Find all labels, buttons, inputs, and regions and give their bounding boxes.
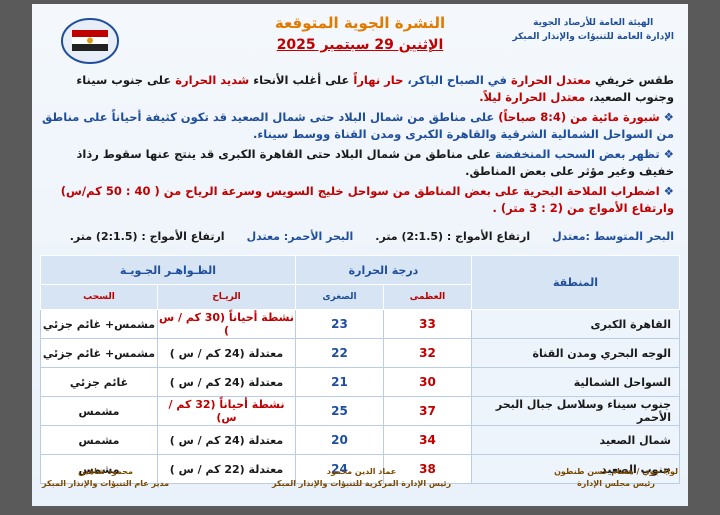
signer-role: رئيس مجلس الإدارة: [577, 479, 655, 488]
wind: معتدلة (22 كم / س ): [157, 454, 296, 484]
region: جنوب سيناء وسلاسل جبال البحر الأحمر: [471, 396, 680, 426]
sea-state: البحر المتوسط :معتدل ارتفاع الأمواج : (2:…: [42, 230, 674, 243]
wind: نشطة أحياناً (32 كم / س): [157, 396, 296, 426]
table-row: الوجه البحري ومدن القناة 32 22 معتدلة (24 ك…: [40, 338, 680, 368]
wind: معتدلة (24 كم / س ): [157, 338, 296, 368]
table-row: السواحل الشمالية 30 21 معتدلة (24 كم / س ) غ…: [40, 367, 680, 397]
sea-name: البحر المتوسط :معتدل: [552, 230, 674, 243]
text-segment: على مناطق من شمال البلاد حتى شمال الصعيد…: [42, 110, 674, 141]
min-temp: 24: [295, 454, 384, 484]
text-segment: اضطراب الملاحة البحرية على بعض المناطق م…: [60, 184, 674, 215]
clouds: مشمس: [40, 396, 158, 426]
text-segment: شبورة مائية من (8:4 صباحاً): [498, 110, 660, 124]
organization: الهيئة العامة للأرصاد الجوية الإدارة الع…: [512, 16, 674, 44]
max-temp: 30: [383, 367, 472, 397]
text-segment: شديد الحرارة: [175, 73, 250, 87]
table-row: جنوب الصعيد 38 24 معتدلة (22 كم / س ) مشمس: [40, 454, 680, 484]
header-phenomena: الظـواهـر الجـويـة: [40, 255, 296, 285]
max-temp: 33: [383, 309, 472, 339]
clouds: مشمس+ غائم جزئي: [40, 309, 158, 339]
signer-role: رئيس الإدارة المركزية للتنبؤات والإنذار …: [272, 479, 452, 488]
paragraph: تظهر بعض السحب المنخفضة على مناطق من شما…: [42, 146, 674, 180]
text-segment: في الصباح الباكر،: [403, 73, 511, 87]
bulletin: الهيئة العامة للأرصاد الجوية الإدارة الع…: [32, 4, 688, 506]
header-region: المنطقة: [471, 255, 680, 310]
table-body: القاهرة الكبرى 33 23 نشطة أحياناً (30 كم / …: [40, 309, 680, 484]
signer-name: محمود شاهين: [78, 467, 133, 476]
max-temp: 38: [383, 454, 472, 484]
paragraph: طقس خريفي معتدل الحرارة في الصباح الباكر…: [42, 72, 674, 106]
table-row: جنوب سيناء وسلاسل جبال البحر الأحمر 37 25 ن…: [40, 396, 680, 426]
table-row: القاهرة الكبرى 33 23 نشطة أحياناً (30 كم / …: [40, 309, 680, 339]
text-segment: على مناطق من شمال البلاد حتى القاهرة الك…: [76, 147, 674, 178]
min-temp: 22: [295, 338, 384, 368]
max-temp: 34: [383, 425, 472, 455]
forecast-table: المنطقة درجة الحرارة الظـواهـر الجـويـة …: [40, 255, 680, 484]
forecast-text: طقس خريفي معتدل الحرارة في الصباح الباكر…: [42, 72, 674, 220]
signature: محمود شاهين مدير عام التنبؤات والإنذار ال…: [42, 466, 169, 490]
signature: لواء جوي / هشام حسن طنطون رئيس مجلس الإدا…: [554, 466, 678, 490]
header-min: الصغرى: [295, 284, 384, 310]
clouds: مشمس: [40, 454, 158, 484]
signer-name: عماد الدين محمود: [326, 467, 397, 476]
text-segment: معتدل الحرارة ليلاً.: [479, 90, 586, 104]
region: الوجه البحري ومدن القناة: [471, 338, 680, 368]
text-segment: حار نهاراً: [353, 73, 404, 87]
text-segment: على أغلب الأنحاء: [249, 73, 354, 87]
max-temp: 37: [383, 396, 472, 426]
wave-height: ارتفاع الأمواج : (2:1.5) متر.: [375, 230, 531, 243]
clouds: مشمس+ غائم جزئي: [40, 338, 158, 368]
min-temp: 23: [295, 309, 384, 339]
wind: نشطة أحياناً (30 كم / س ): [157, 309, 296, 339]
region: القاهرة الكبرى: [471, 309, 680, 339]
text-segment: طقس خريفي: [590, 73, 674, 87]
text-segment: معتدل الحرارة: [510, 73, 591, 87]
wind: معتدلة (24 كم / س ): [157, 367, 296, 397]
org-name: الهيئة العامة للأرصاد الجوية: [533, 18, 654, 28]
signer-name: لواء جوي / هشام حسن طنطون: [554, 467, 678, 476]
paragraph: اضطراب الملاحة البحرية على بعض المناطق م…: [42, 183, 674, 217]
text-segment: على جنوب سيناء وجنوب الصعيد،: [76, 73, 674, 104]
table-row: شمال الصعيد 34 20 معتدلة (24 كم / س ) مشمس: [40, 425, 680, 455]
signature: عماد الدين محمود رئيس الإدارة المركزية لل…: [272, 466, 451, 490]
sea-name: البحر الأحمر: معتدل: [246, 230, 354, 243]
region: السواحل الشمالية: [471, 367, 680, 397]
header-temperature: درجة الحرارة: [295, 255, 472, 285]
region: شمال الصعيد: [471, 425, 680, 455]
max-temp: 32: [383, 338, 472, 368]
paragraph: شبورة مائية من (8:4 صباحاً) على مناطق من…: [42, 109, 674, 143]
header-wind: الريـاح: [157, 284, 296, 310]
text-segment: تظهر بعض السحب المنخفضة: [494, 147, 660, 161]
title-block: النشرة الجوية المتوقعة الإثنين 29 سبتمبر…: [32, 12, 688, 56]
signatures: لواء جوي / هشام حسن طنطون رئيس مجلس الإدا…: [42, 466, 678, 490]
wind: معتدلة (24 كم / س ): [157, 425, 296, 455]
header-clouds: السحب: [40, 284, 158, 310]
min-temp: 25: [295, 396, 384, 426]
clouds: مشمس: [40, 425, 158, 455]
min-temp: 21: [295, 367, 384, 397]
logo: [61, 18, 119, 64]
wave-height: ارتفاع الأمواج : (2:1.5) متر.: [69, 230, 225, 243]
title: النشرة الجوية المتوقعة: [274, 14, 446, 32]
region: جنوب الصعيد: [471, 454, 680, 484]
date: الإثنين 29 سبتمبر 2025: [276, 37, 444, 53]
clouds: غائم جزئي: [40, 367, 158, 397]
header-max: العظمى: [383, 284, 472, 310]
min-temp: 20: [295, 425, 384, 455]
org-dept: الإدارة العامة للتنبؤات والإنذار المبكر: [512, 32, 674, 42]
signer-role: مدير عام التنبؤات والإنذار المبكر: [42, 479, 170, 488]
